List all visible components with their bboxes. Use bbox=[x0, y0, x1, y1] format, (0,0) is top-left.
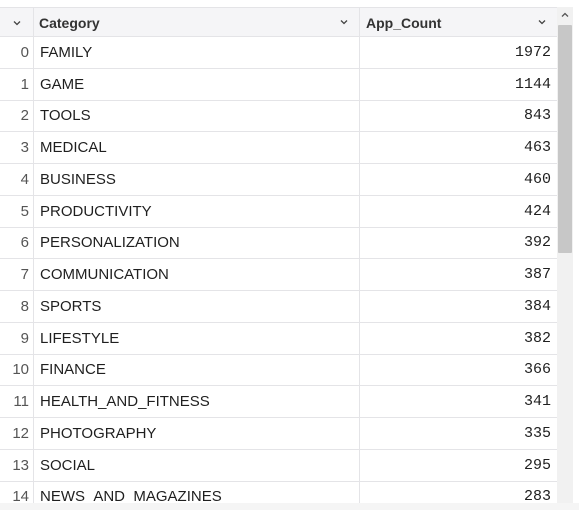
row-index: 9 bbox=[0, 322, 34, 354]
table-row[interactable]: 9 LIFESTYLE 382 bbox=[0, 322, 557, 355]
row-index: 0 bbox=[0, 37, 34, 68]
row-index: 10 bbox=[0, 354, 34, 386]
app-count-cell[interactable]: 382 bbox=[523, 329, 551, 347]
app-count-column-header[interactable]: App_Count bbox=[360, 8, 557, 37]
category-cell[interactable]: MEDICAL bbox=[34, 132, 360, 163]
app-count-cell[interactable]: 1972 bbox=[514, 43, 551, 61]
table-row[interactable]: 4 BUSINESS 460 bbox=[0, 164, 557, 196]
row-index: 4 bbox=[0, 164, 34, 195]
category-cell[interactable]: NEWS_AND_MAGAZINES bbox=[34, 481, 360, 510]
table-row[interactable]: 1 GAME 1144 bbox=[0, 68, 557, 101]
app-count-cell[interactable]: 460 bbox=[523, 170, 551, 188]
app-count-cell[interactable]: 843 bbox=[523, 107, 551, 125]
app-count-cell[interactable]: 283 bbox=[523, 488, 551, 506]
app-count-cell[interactable]: 424 bbox=[523, 202, 551, 220]
table-row[interactable]: 6 PERSONALIZATION 392 bbox=[0, 227, 557, 260]
app-count-cell[interactable]: 392 bbox=[523, 234, 551, 252]
category-cell[interactable]: HEALTH_AND_FITNESS bbox=[34, 386, 360, 417]
category-cell[interactable]: FINANCE bbox=[34, 354, 360, 386]
vertical-scrollbar[interactable] bbox=[557, 7, 573, 503]
table-row[interactable]: 8 SPORTS 384 bbox=[0, 291, 557, 323]
app-count-cell[interactable]: 1144 bbox=[514, 75, 551, 93]
row-index: 6 bbox=[0, 227, 34, 259]
table-row[interactable]: 0 FAMILY 1972 bbox=[0, 37, 557, 69]
row-index: 13 bbox=[0, 449, 34, 481]
category-cell[interactable]: PERSONALIZATION bbox=[34, 227, 360, 259]
app-count-cell[interactable]: 366 bbox=[523, 361, 551, 379]
table-row[interactable]: 10 FINANCE 366 bbox=[0, 354, 557, 387]
table-row[interactable]: 13 SOCIAL 295 bbox=[0, 449, 557, 482]
category-header-label: Category bbox=[39, 14, 100, 31]
category-cell[interactable]: SPORTS bbox=[34, 291, 360, 322]
row-index: 14 bbox=[0, 481, 34, 510]
chevron-down-icon[interactable] bbox=[339, 17, 349, 27]
app-count-header-label: App_Count bbox=[366, 14, 442, 31]
row-index: 3 bbox=[0, 132, 34, 163]
app-count-cell[interactable]: 384 bbox=[523, 297, 551, 315]
category-cell[interactable]: LIFESTYLE bbox=[34, 322, 360, 354]
category-cell[interactable]: PHOTOGRAPHY bbox=[34, 418, 360, 449]
app-count-cell[interactable]: 387 bbox=[523, 266, 551, 284]
row-index: 1 bbox=[0, 68, 34, 100]
category-cell[interactable]: PRODUCTIVITY bbox=[34, 195, 360, 227]
table-row[interactable]: 2 TOOLS 843 bbox=[0, 100, 557, 133]
row-index: 12 bbox=[0, 418, 34, 449]
scrollbar-thumb[interactable] bbox=[558, 25, 572, 253]
category-column-header[interactable]: Category bbox=[34, 8, 360, 37]
table-row[interactable]: 14 NEWS_AND_MAGAZINES 283 bbox=[0, 481, 557, 510]
chevron-down-icon[interactable] bbox=[12, 18, 22, 28]
row-index: 7 bbox=[0, 259, 34, 290]
category-cell[interactable]: GAME bbox=[34, 68, 360, 100]
app-count-cell[interactable]: 341 bbox=[523, 393, 551, 411]
row-index: 5 bbox=[0, 195, 34, 227]
category-cell[interactable]: FAMILY bbox=[34, 37, 360, 68]
table-row[interactable]: 5 PRODUCTIVITY 424 bbox=[0, 195, 557, 228]
category-cell[interactable]: BUSINESS bbox=[34, 164, 360, 195]
category-cell[interactable]: COMMUNICATION bbox=[34, 259, 360, 290]
app-count-cell[interactable]: 463 bbox=[523, 139, 551, 157]
row-index: 11 bbox=[0, 386, 34, 417]
bottom-edge bbox=[0, 503, 579, 510]
index-column-header[interactable] bbox=[0, 8, 34, 37]
row-index: 2 bbox=[0, 100, 34, 132]
row-index: 8 bbox=[0, 291, 34, 322]
table-row[interactable]: 7 COMMUNICATION 387 bbox=[0, 259, 557, 291]
table-row[interactable]: 12 PHOTOGRAPHY 335 bbox=[0, 418, 557, 450]
category-cell[interactable]: SOCIAL bbox=[34, 449, 360, 481]
table-row[interactable]: 3 MEDICAL 463 bbox=[0, 132, 557, 164]
table-row[interactable]: 11 HEALTH_AND_FITNESS 341 bbox=[0, 386, 557, 418]
app-count-cell[interactable]: 295 bbox=[523, 456, 551, 474]
chevron-down-icon[interactable] bbox=[537, 17, 547, 27]
table-header: Category App_Count bbox=[0, 7, 557, 37]
chevron-up-icon[interactable] bbox=[557, 7, 573, 23]
table-body: 0 FAMILY 1972 1 GAME 1144 2 TOOLS 843 3 MEDICAL 463… bbox=[0, 37, 557, 510]
app-count-cell[interactable]: 335 bbox=[523, 424, 551, 442]
category-cell[interactable]: TOOLS bbox=[34, 100, 360, 132]
